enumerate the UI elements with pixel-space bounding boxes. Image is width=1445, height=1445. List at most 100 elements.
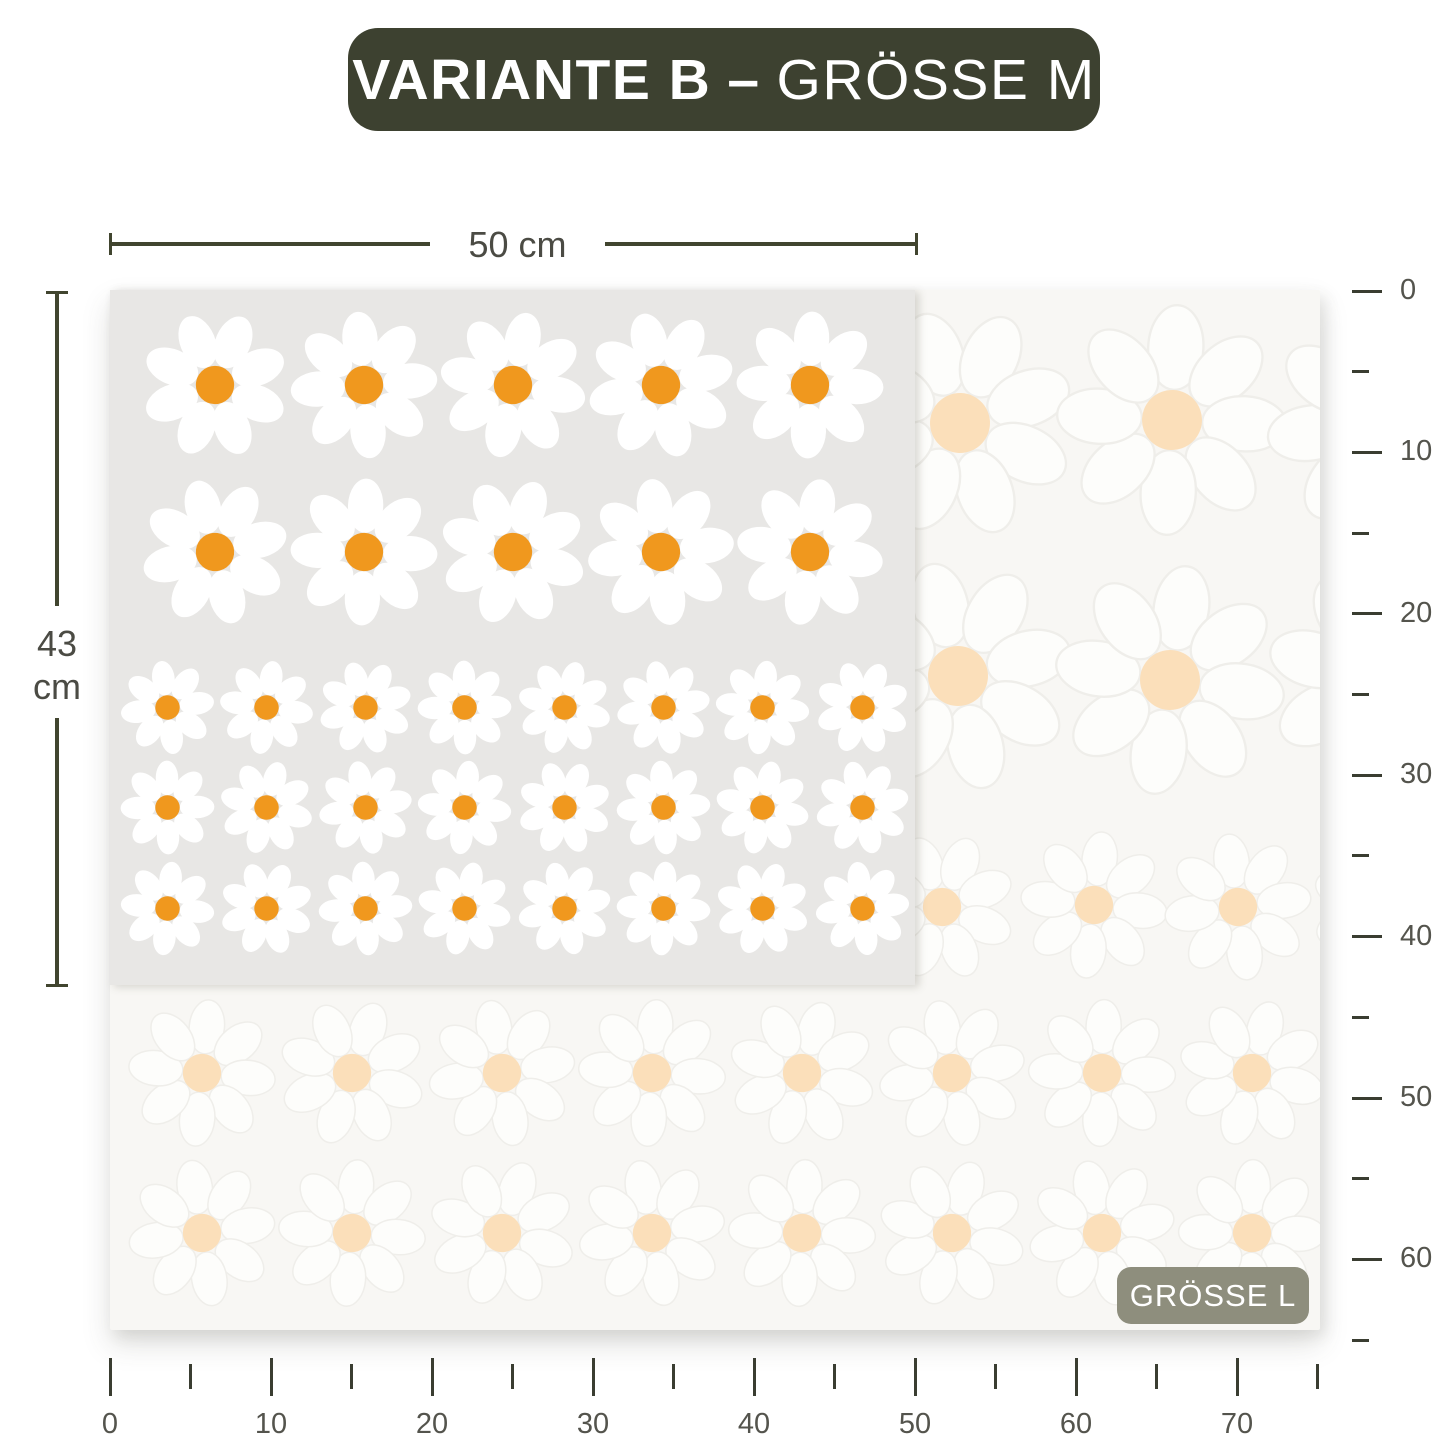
daisy-faded-medium bbox=[1026, 997, 1178, 1149]
ruler-label: 60 bbox=[1400, 1242, 1433, 1275]
ruler-tick bbox=[1074, 1358, 1078, 1396]
ruler-tick bbox=[1352, 612, 1382, 616]
daisy-faded-medium bbox=[576, 997, 728, 1149]
daisy-faded-medium bbox=[426, 997, 578, 1149]
daisy-small bbox=[516, 659, 613, 756]
ruler-label: 60 bbox=[1059, 1408, 1093, 1440]
title-separator: – bbox=[727, 47, 761, 112]
ruler-tick bbox=[1352, 693, 1369, 696]
daisy-faded-large bbox=[1263, 304, 1320, 542]
ruler-label: 40 bbox=[1400, 919, 1433, 952]
daisy-small bbox=[714, 659, 811, 756]
daisy-faded-medium bbox=[1176, 997, 1320, 1149]
ruler-tick bbox=[1352, 773, 1382, 777]
width-dim-line-left bbox=[109, 242, 430, 246]
daisy-small bbox=[814, 759, 911, 856]
daisy-large bbox=[585, 309, 737, 461]
ruler-tick bbox=[511, 1364, 514, 1389]
daisy-faded-medium bbox=[1162, 831, 1314, 983]
ruler-tick bbox=[350, 1364, 353, 1389]
variant-label: VARIANTE B bbox=[352, 47, 712, 112]
ruler-tick bbox=[108, 1358, 112, 1396]
daisy-small bbox=[317, 860, 414, 957]
daisy-small bbox=[814, 659, 911, 756]
daisy-faded-medium bbox=[876, 997, 1028, 1149]
width-dim-line-right bbox=[605, 242, 918, 246]
ruler-tick bbox=[752, 1358, 756, 1396]
daisy-small bbox=[615, 759, 712, 856]
daisy-small bbox=[416, 860, 513, 957]
ruler-tick bbox=[1352, 531, 1369, 535]
daisy-small bbox=[119, 659, 216, 756]
height-dim-unit: cm bbox=[33, 666, 81, 708]
daisy-small bbox=[317, 759, 414, 856]
ruler-tick bbox=[1352, 1015, 1369, 1019]
ruler-label: 30 bbox=[576, 1408, 610, 1440]
ruler-label: 20 bbox=[415, 1408, 449, 1440]
size-l-badge: GRÖSSE L bbox=[1117, 1267, 1309, 1324]
daisy-small bbox=[615, 860, 712, 957]
daisy-small bbox=[714, 759, 811, 856]
daisy-faded-large bbox=[1051, 561, 1289, 799]
height-dim-line-bottom bbox=[55, 718, 59, 986]
daisy-faded-medium bbox=[1018, 829, 1170, 981]
daisy-small bbox=[119, 860, 216, 957]
daisy-small bbox=[516, 759, 613, 856]
daisy-faded-medium bbox=[276, 1157, 428, 1309]
ruler-tick bbox=[1352, 854, 1369, 858]
size-l-badge-label: GRÖSSE L bbox=[1129, 1277, 1297, 1313]
daisy-large bbox=[585, 476, 737, 628]
daisy-small bbox=[615, 659, 712, 756]
ruler-label: 0 bbox=[101, 1408, 119, 1440]
ruler-tick bbox=[1352, 1096, 1382, 1100]
ruler-tick bbox=[913, 1358, 917, 1396]
daisy-faded-medium bbox=[726, 1157, 878, 1309]
daisy-small bbox=[416, 759, 513, 856]
daisy-faded-medium bbox=[1309, 831, 1320, 983]
daisy-small bbox=[218, 759, 315, 856]
variant-size-badge: VARIANTE B – GRÖSSE M bbox=[348, 28, 1100, 131]
daisy-faded-medium bbox=[576, 1157, 728, 1309]
daisy-small bbox=[814, 860, 911, 957]
ruler-tick bbox=[269, 1358, 273, 1396]
ruler-tick bbox=[1316, 1364, 1319, 1389]
ruler-label: 10 bbox=[254, 1408, 288, 1440]
daisy-faded-medium bbox=[726, 997, 878, 1149]
ruler-tick bbox=[1155, 1364, 1158, 1389]
height-dim-label: 43 cm bbox=[15, 622, 99, 708]
daisy-small bbox=[119, 759, 216, 856]
daisy-large bbox=[139, 309, 291, 461]
height-dim-line-top bbox=[55, 291, 59, 606]
width-dim-label: 50 cm bbox=[468, 224, 567, 265]
ruler-tick bbox=[430, 1358, 434, 1396]
daisy-large bbox=[734, 476, 886, 628]
daisy-large bbox=[437, 476, 589, 628]
ruler-label: 50 bbox=[1400, 1081, 1433, 1113]
daisy-small bbox=[218, 659, 315, 756]
daisy-large bbox=[288, 476, 440, 628]
daisy-large bbox=[139, 476, 291, 628]
ruler-label: 40 bbox=[737, 1408, 771, 1440]
ruler-tick bbox=[1352, 1177, 1369, 1181]
width-dim-cap-right bbox=[915, 233, 918, 255]
ruler-tick bbox=[1352, 370, 1369, 374]
height-dim-cap-bottom bbox=[46, 984, 68, 987]
daisy-small bbox=[218, 860, 315, 957]
ruler-tick bbox=[1235, 1358, 1239, 1396]
ruler-label: 30 bbox=[1400, 758, 1433, 791]
ruler-label: 50 bbox=[898, 1408, 932, 1440]
daisy-small bbox=[317, 659, 414, 756]
ruler-tick bbox=[1352, 1338, 1369, 1342]
ruler-tick bbox=[1352, 289, 1382, 293]
daisy-large bbox=[437, 309, 589, 461]
daisy-small bbox=[516, 860, 613, 957]
daisy-large bbox=[734, 309, 886, 461]
ruler-tick bbox=[994, 1364, 997, 1389]
ruler-tick bbox=[1352, 450, 1382, 454]
ruler-label: 70 bbox=[1220, 1408, 1254, 1440]
ruler-tick bbox=[672, 1364, 675, 1389]
daisy-faded-large bbox=[1053, 301, 1291, 539]
sheet-m bbox=[110, 290, 915, 985]
daisy-faded-medium bbox=[126, 1157, 278, 1309]
